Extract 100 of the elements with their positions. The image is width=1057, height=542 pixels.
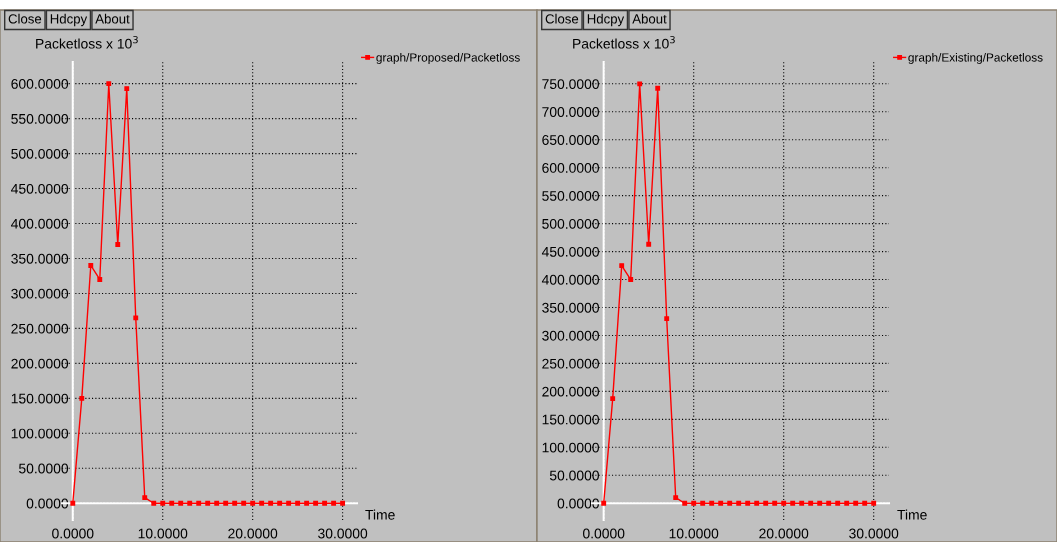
point: [124, 86, 130, 92]
y-tick-label: 300.0000: [542, 330, 599, 341]
point: [727, 500, 733, 506]
point: [313, 500, 319, 506]
x-tick-label: 10.0000: [669, 528, 719, 539]
point: [70, 500, 76, 506]
legend-label: graph/Existing/Packetloss: [908, 52, 1043, 64]
y-tick-label: 50.0000: [549, 470, 599, 481]
point: [268, 500, 274, 506]
point: [610, 396, 616, 402]
point: [763, 500, 769, 506]
point: [340, 500, 346, 506]
point: [664, 316, 670, 322]
point: [772, 500, 778, 506]
point: [331, 500, 337, 506]
y-tick-label: 350.0000: [11, 253, 69, 264]
x-tick-label: 30.0000: [849, 528, 899, 539]
point: [871, 500, 877, 506]
point: [115, 242, 121, 247]
point: [322, 500, 328, 506]
y-axis-title: Packetloss x 10$^{3}$: [36, 35, 138, 49]
point: [151, 500, 157, 506]
point: [196, 500, 202, 506]
point: [808, 500, 814, 506]
point: [79, 395, 85, 401]
text: Hdcpy: [50, 13, 88, 27]
point: [304, 500, 310, 506]
point: [277, 500, 283, 506]
point: [754, 500, 760, 506]
point: [799, 500, 805, 506]
point: [169, 500, 175, 506]
y-tick-label: 200.0000: [542, 386, 599, 397]
point: [655, 85, 661, 91]
text: Close: [8, 13, 42, 24]
y-tick-label: 0.0000: [557, 498, 599, 509]
point: [835, 500, 841, 506]
y-tick-label: 450.0000: [541, 246, 599, 257]
x-axis-title: Time: [365, 509, 395, 520]
point: [88, 263, 94, 268]
y-tick-label: 250.0000: [11, 323, 69, 334]
point: [223, 500, 229, 506]
point: [250, 500, 256, 506]
point: [133, 315, 139, 321]
point: [844, 500, 850, 506]
y-tick-label: 750.0000: [542, 79, 599, 89]
y-tick-label: 100.0000: [542, 442, 599, 453]
point: [187, 500, 193, 506]
y-tick-label: 450.0000: [11, 183, 69, 194]
point: [259, 500, 265, 506]
point: [709, 500, 715, 506]
point: [286, 500, 292, 506]
y-tick-label: 300.0000: [11, 288, 69, 299]
text: Hdcpy: [587, 13, 625, 27]
y-tick-label: 100.0000: [11, 428, 69, 439]
point: [142, 495, 148, 501]
point: [691, 500, 697, 506]
y-tick-label: 0.0000: [26, 498, 69, 509]
point: [106, 81, 112, 87]
point: [817, 500, 823, 506]
legend-label: graph/Proposed/Packetloss: [376, 52, 520, 64]
y-tick-label: 400.0000: [541, 274, 599, 285]
point: [619, 263, 625, 268]
point: [853, 500, 859, 506]
point: [700, 500, 706, 506]
point: [241, 500, 247, 506]
x-tick-label: 20.0000: [228, 528, 278, 539]
point: [214, 500, 220, 506]
point: [826, 500, 832, 506]
y-tick-label: 350.0000: [542, 302, 599, 313]
y-tick-label: 600.0000: [542, 163, 599, 173]
x-axis-title: Time: [897, 509, 927, 520]
point: [682, 500, 688, 506]
y-axis-title: Packetloss x 10$^{3}$: [573, 35, 675, 49]
point: [673, 495, 679, 501]
point: [637, 81, 643, 87]
point: [160, 500, 166, 506]
y-tick-label: 250.0000: [542, 358, 599, 369]
point: [97, 277, 103, 282]
y-tick-label: 550.0000: [11, 113, 69, 124]
y-tick-label: 650.0000: [542, 135, 599, 145]
point: [646, 241, 652, 247]
point: [205, 500, 211, 506]
point: [745, 500, 751, 506]
point: [718, 500, 724, 506]
point: [790, 500, 796, 506]
y-tick-label: 150.0000: [11, 393, 69, 404]
text: About: [632, 13, 667, 24]
x-tick-label: 10.0000: [138, 528, 188, 539]
text: Close: [545, 13, 579, 24]
y-tick-label: 400.0000: [11, 218, 69, 229]
y-tick-label: 600.0000: [11, 79, 69, 89]
y-tick-label: 50.0000: [18, 463, 69, 474]
text: About: [95, 13, 130, 24]
x-tick-label: 30.0000: [318, 528, 368, 539]
y-tick-label: 500.0000: [542, 218, 599, 229]
point: [178, 500, 184, 506]
point: [295, 500, 301, 506]
x-tick-label: 20.0000: [759, 528, 809, 539]
point: [781, 500, 787, 506]
x-tick-label: 0.0000: [52, 528, 94, 539]
